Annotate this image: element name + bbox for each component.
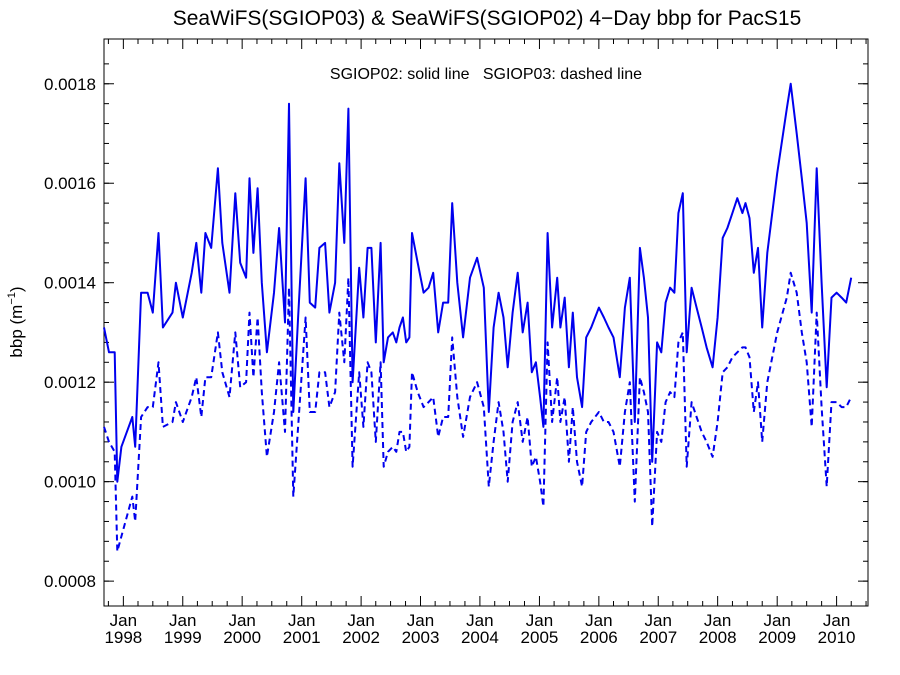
x-tick-month-label: Jan <box>228 611 255 630</box>
y-axis-label: bbp (m−1) <box>6 286 26 357</box>
x-tick-year-label: 1998 <box>104 628 142 647</box>
series-layer <box>103 82 853 553</box>
x-tick-month-label: Jan <box>585 611 612 630</box>
x-tick-month-label: Jan <box>466 611 493 630</box>
x-tick-year-label: 2005 <box>521 628 559 647</box>
x-tick-month-label: Jan <box>823 611 850 630</box>
y-tick-label: 0.0018 <box>44 75 96 94</box>
x-tick-month-label: Jan <box>110 611 137 630</box>
x-tick-month-label: Jan <box>763 611 790 630</box>
x-tick-month-label: Jan <box>407 611 434 630</box>
chart-annotation: SGIOP02: solid line SGIOP03: dashed line <box>330 66 642 83</box>
x-tick-month-label: Jan <box>169 611 196 630</box>
x-tick-month-label: Jan <box>645 611 672 630</box>
y-axis: 0.0008 0.0010 0.0012 0.0014 0.0016 0.0018 <box>44 63 868 591</box>
x-tick-month-label: Jan <box>347 611 374 630</box>
y-axis-label-superscript: −1 <box>6 292 18 305</box>
y-axis-label-close: ) <box>7 286 26 292</box>
x-tick-year-label: 2004 <box>461 628 499 647</box>
x-tick-year-label: 2009 <box>758 628 796 647</box>
chart-title: SeaWiFS(SGIOP03) & SeaWiFS(SGIOP02) 4−Da… <box>173 7 802 30</box>
y-axis-label-main: bbp (m <box>7 305 26 358</box>
x-tick-year-label: 2003 <box>402 628 440 647</box>
x-tick-year-label: 2006 <box>580 628 618 647</box>
x-tick-year-label: 2008 <box>699 628 737 647</box>
y-tick-label: 0.0008 <box>44 572 96 591</box>
y-tick-label: 0.0012 <box>44 373 96 392</box>
y-tick-label: 0.0014 <box>44 274 96 293</box>
x-tick-month-label: Jan <box>288 611 315 630</box>
x-tick-year-label: 2007 <box>639 628 677 647</box>
x-tick-year-label: 2010 <box>818 628 856 647</box>
x-tick-year-label: 2002 <box>342 628 380 647</box>
x-tick-year-label: 1999 <box>164 628 202 647</box>
series-line-sgiop02-solid <box>103 82 853 483</box>
x-tick-year-label: 2001 <box>283 628 321 647</box>
x-tick-month-label: Jan <box>526 611 553 630</box>
x-tick-year-label: 2000 <box>223 628 261 647</box>
x-axis: Jan1998Jan1999Jan2000Jan2001Jan2002Jan20… <box>104 39 867 647</box>
y-tick-label: 0.0016 <box>44 174 96 193</box>
x-tick-month-label: Jan <box>704 611 731 630</box>
y-tick-label: 0.0010 <box>44 473 96 492</box>
series-line-sgiop03-dashed <box>103 271 853 553</box>
